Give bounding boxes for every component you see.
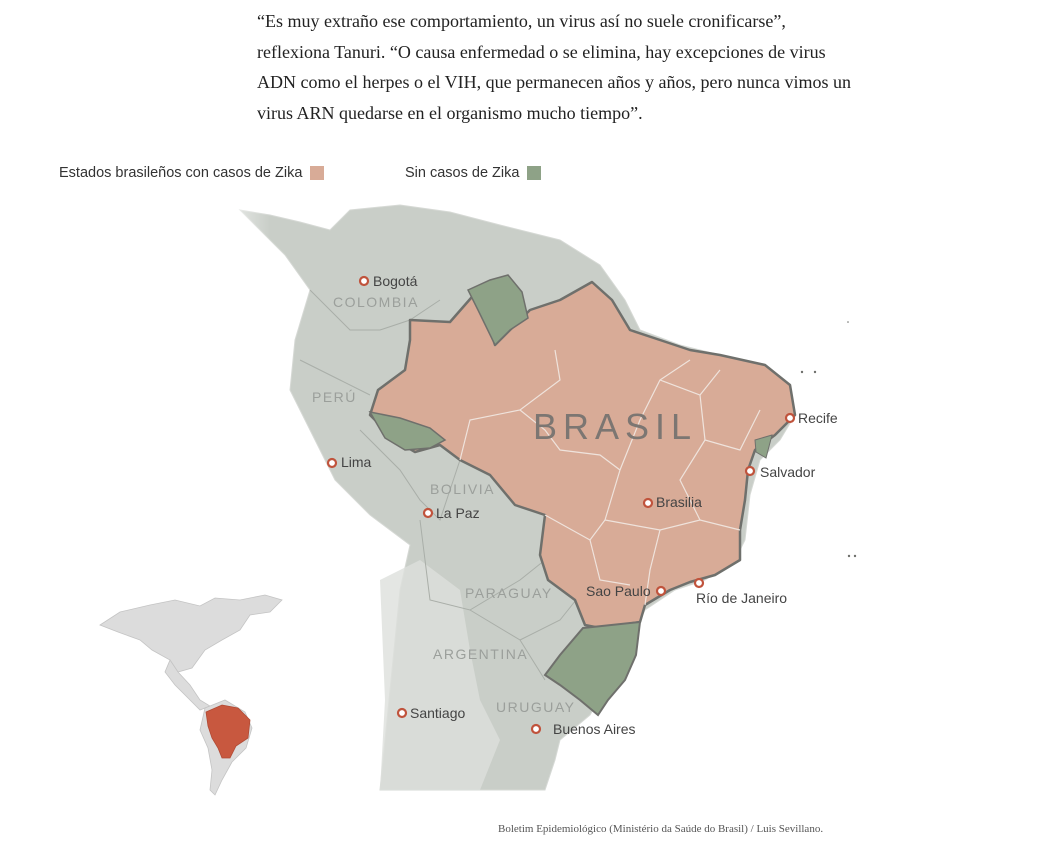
label-uruguay: URUGUAY: [496, 699, 575, 715]
city-label: Santiago: [410, 705, 465, 721]
city-label: Lima: [341, 454, 372, 470]
inset-americas-map: [99, 594, 283, 796]
city-marker-icon: [358, 275, 370, 287]
legend-item-no-zika: Sin casos de Zika: [405, 163, 542, 183]
source-credit: Boletim Epidemiológico (Ministério da Sa…: [498, 823, 824, 835]
city-label: Buenos Aires: [553, 721, 636, 737]
brazil-state-borders: [459, 349, 761, 606]
country-borders: [299, 289, 581, 681]
city-label: Sao Paulo: [586, 583, 651, 599]
city-label: Bogotá: [373, 273, 418, 289]
city-marker-icon: [744, 465, 756, 477]
city-sao-paulo: Sao Paulo: [586, 583, 667, 599]
city-marker-icon: [642, 497, 654, 509]
legend-swatch-no-zika: [527, 166, 542, 180]
city-label: Recife: [798, 410, 838, 426]
legend-item-zika: Estados brasileños con casos de Zika: [59, 163, 325, 183]
city-buenos-aires: Buenos Aires: [530, 721, 636, 737]
atlantic-islands: [800, 321, 857, 558]
state-acre-no-zika: [368, 410, 447, 451]
article-paragraph: “Es muy extraño ese comportamiento, un v…: [257, 11, 851, 123]
legend-swatch-zika: [310, 166, 325, 180]
city-marker-icon: [655, 585, 667, 597]
state-southern-no-zika: [543, 620, 642, 717]
city-santiago: Santiago: [396, 705, 465, 721]
brazil-zika-states: [368, 280, 797, 630]
city-label: Río de Janeiro: [696, 590, 787, 606]
city-marker-icon: [784, 412, 796, 424]
city-rio-de-janeiro: Río de Janeiro: [693, 577, 787, 606]
label-bolivia: BOLIVIA: [430, 481, 495, 497]
city-label: La Paz: [436, 505, 480, 521]
city-label: Brasilia: [656, 494, 702, 510]
southern-relief: [380, 560, 500, 790]
city-marker-icon: [693, 577, 705, 589]
inset-brazil: [205, 704, 251, 759]
legend-label-no-zika: Sin casos de Zika: [405, 165, 520, 181]
city-marker-icon: [422, 507, 434, 519]
city-lima: Lima: [326, 454, 372, 470]
city-salvador: Salvador: [744, 464, 816, 480]
city-bogota: Bogotá: [358, 273, 418, 289]
label-colombia: COLOMBIA: [333, 294, 419, 310]
inset-north-america: [99, 594, 283, 673]
label-peru: PERÚ: [312, 389, 357, 405]
city-recife: Recife: [784, 410, 838, 426]
south-america-map: COLOMBIA PERÚ BOLIVIA PARAGUAY ARGENTINA…: [99, 195, 857, 815]
state-alagoas-no-zika: [754, 434, 773, 459]
label-brasil: BRASIL: [533, 406, 697, 447]
city-marker-icon: [396, 707, 408, 719]
city-label: Salvador: [760, 464, 816, 480]
label-paraguay: PARAGUAY: [465, 585, 553, 601]
city-brasilia: Brasilia: [642, 494, 702, 510]
state-roraima-no-zika: [466, 274, 529, 347]
city-marker-icon: [530, 723, 542, 735]
city-marker-icon: [326, 457, 338, 469]
city-la-paz: La Paz: [422, 505, 480, 521]
label-argentina: ARGENTINA: [433, 646, 528, 662]
legend-label-zika: Estados brasileños con casos de Zika: [59, 165, 303, 181]
